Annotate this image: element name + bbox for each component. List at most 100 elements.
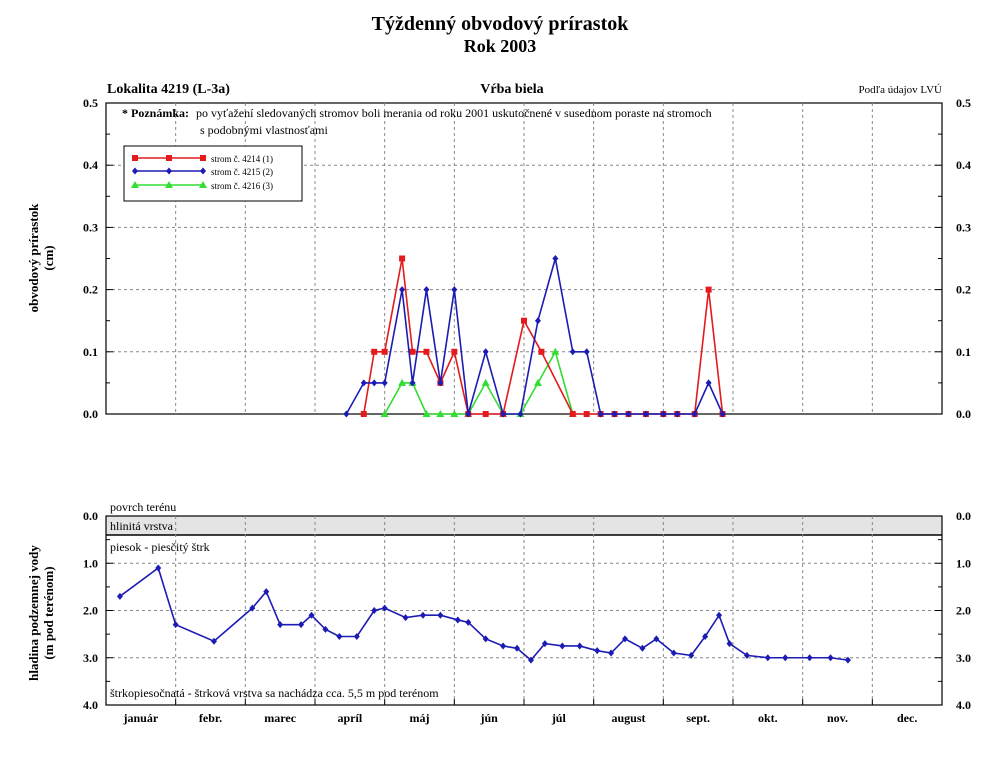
growth-y-tick-label-left: 0.3 bbox=[83, 220, 98, 234]
growth-series-point-1 bbox=[482, 348, 489, 356]
month-labels: január febr. marec apríl máj jún júl august sept… bbox=[122, 711, 917, 725]
groundwater-series-point-0 bbox=[308, 611, 315, 619]
groundwater-y-tick-labels-left: 0.0 1.0 2.0 3.0 4.0 bbox=[83, 509, 98, 712]
groundwater-series-point-0 bbox=[353, 632, 360, 640]
growth-y-axis-label: obvodový prírastok bbox=[26, 203, 41, 312]
growth-series-point-1 bbox=[719, 410, 726, 418]
growth-series-point-1 bbox=[552, 255, 559, 262]
growth-series-point-1 bbox=[611, 410, 618, 418]
growth-series-point-0 bbox=[371, 348, 378, 355]
growth-series-point-1 bbox=[423, 286, 430, 294]
groundwater-series-line-0 bbox=[119, 566, 849, 662]
groundwater-series-point-0 bbox=[437, 611, 444, 619]
growth-series-point-2 bbox=[398, 378, 407, 386]
growth-grid bbox=[106, 103, 942, 414]
groundwater-y-tick-label-left: 4.0 bbox=[83, 698, 98, 712]
growth-y-tick-label-left: 0.0 bbox=[83, 407, 98, 421]
groundwater-series-point-0 bbox=[402, 614, 409, 622]
groundwater-series-point-0 bbox=[764, 654, 771, 662]
groundwater-y-tick-label-left: 3.0 bbox=[83, 651, 98, 665]
groundwater-series bbox=[116, 564, 851, 664]
groundwater-series-point-0 bbox=[670, 649, 677, 657]
groundwater-y-axis-label: hladina podzemnej vody bbox=[26, 545, 41, 681]
legend-marker-2 bbox=[165, 181, 173, 188]
groundwater-series-point-0 bbox=[336, 632, 343, 640]
source-label: Podľa údajov LVÚ bbox=[858, 84, 942, 96]
growth-series-line-0 bbox=[362, 258, 724, 415]
month-label: júl bbox=[551, 711, 567, 725]
clay-layer-label: hlinitá vrstva bbox=[110, 519, 174, 533]
groundwater-y-tick-label-right: 4.0 bbox=[956, 698, 971, 712]
groundwater-y-tick-label-left: 2.0 bbox=[83, 604, 98, 618]
growth-series-point-1 bbox=[517, 410, 524, 418]
groundwater-series-point-0 bbox=[716, 611, 723, 619]
groundwater-series-point-0 bbox=[844, 656, 851, 664]
groundwater-series-point-0 bbox=[482, 635, 489, 643]
growth-series-point-2 bbox=[551, 347, 560, 355]
growth-series-point-1 bbox=[381, 379, 388, 387]
legend-items bbox=[131, 155, 207, 188]
growth-series-point-2 bbox=[481, 378, 490, 386]
growth-series-point-2 bbox=[380, 410, 389, 417]
month-label: nov. bbox=[827, 711, 848, 725]
growth-series-point-0 bbox=[409, 348, 416, 355]
legend-marker-1 bbox=[132, 167, 138, 175]
groundwater-series-point-0 bbox=[465, 618, 472, 626]
legend-marker-2 bbox=[199, 181, 207, 188]
growth-y-tick-label-right: 0.3 bbox=[956, 220, 971, 234]
groundwater-series-point-0 bbox=[827, 654, 834, 662]
groundwater-ticks bbox=[106, 515, 942, 706]
growth-series-point-0 bbox=[451, 348, 458, 355]
growth-series-point-2 bbox=[422, 410, 431, 417]
growth-series-point-0 bbox=[538, 348, 545, 355]
legend-marker-1 bbox=[200, 167, 206, 175]
growth-series-point-1 bbox=[534, 317, 541, 325]
growth-series-point-1 bbox=[642, 410, 649, 418]
sand-layer-label: piesok - piesčitý štrk bbox=[110, 540, 210, 554]
groundwater-series-point-0 bbox=[576, 642, 583, 650]
groundwater-series-point-0 bbox=[419, 611, 426, 619]
growth-y-tick-label-right: 0.1 bbox=[956, 345, 971, 359]
growth-series-point-0 bbox=[423, 348, 430, 355]
species-label: Vŕba biela bbox=[480, 82, 543, 97]
legend-label-4216: strom č. 4216 (3) bbox=[211, 181, 273, 191]
groundwater-series-point-0 bbox=[806, 654, 813, 662]
groundwater-series-point-0 bbox=[454, 616, 461, 624]
month-label: apríl bbox=[337, 711, 362, 725]
legend-marker-0 bbox=[166, 155, 172, 161]
growth-series-point-1 bbox=[691, 410, 698, 418]
groundwater-series-point-0 bbox=[172, 621, 179, 629]
growth-series-point-2 bbox=[533, 378, 542, 386]
groundwater-series-point-0 bbox=[298, 621, 305, 629]
growth-series-point-1 bbox=[451, 286, 458, 294]
note-label: * Poznámka: bbox=[122, 106, 189, 120]
legend-box bbox=[123, 145, 303, 202]
legend-label-4214: strom č. 4214 (1) bbox=[211, 154, 273, 164]
month-label: január bbox=[122, 711, 158, 725]
legend-label-4215: strom č. 4215 (2) bbox=[211, 167, 273, 177]
legend: strom č. 4214 (1) strom č. 4215 (2) stro… bbox=[123, 145, 303, 202]
groundwater-series-point-0 bbox=[249, 604, 256, 612]
groundwater-series-point-0 bbox=[726, 640, 733, 648]
groundwater-y-tick-label-left: 0.0 bbox=[83, 509, 98, 523]
growth-series-point-0 bbox=[583, 411, 590, 417]
groundwater-y-tick-labels-right: 0.0 1.0 2.0 3.0 4.0 bbox=[956, 509, 971, 712]
growth-series-point-1 bbox=[597, 410, 604, 418]
groundwater-series-point-0 bbox=[527, 656, 534, 664]
month-label: august bbox=[611, 711, 645, 725]
growth-series-point-1 bbox=[500, 410, 507, 418]
growth-series-point-1 bbox=[583, 348, 590, 356]
growth-y-tick-label-right: 0.2 bbox=[956, 283, 971, 297]
groundwater-series-point-0 bbox=[277, 621, 284, 629]
groundwater-series-point-0 bbox=[622, 635, 629, 643]
groundwater-series-point-0 bbox=[653, 635, 660, 643]
growth-series-point-1 bbox=[343, 410, 350, 418]
month-label: marec bbox=[264, 711, 296, 725]
growth-y-tick-label-right: 0.5 bbox=[956, 96, 971, 110]
growth-chart: 0.0 0.1 0.2 0.3 0.4 0.5 0.0 0.1 0.2 0.3 0.4 0.5 ob… bbox=[26, 96, 971, 421]
gravel-layer-label: štrkopiesočnatá - štrková vrstva sa nach… bbox=[110, 686, 439, 700]
growth-y-tick-label-left: 0.5 bbox=[83, 96, 98, 110]
month-label: okt. bbox=[758, 711, 778, 725]
